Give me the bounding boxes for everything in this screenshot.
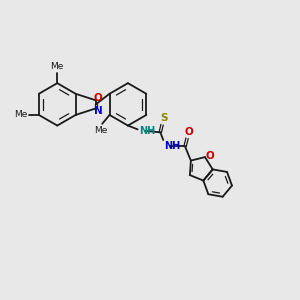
Text: N: N <box>94 106 103 116</box>
Text: NH: NH <box>139 126 155 136</box>
Text: Me: Me <box>94 126 108 135</box>
Text: O: O <box>205 151 214 160</box>
Text: Me: Me <box>51 62 64 71</box>
Text: Me: Me <box>14 110 28 119</box>
Text: S: S <box>160 113 168 123</box>
Text: O: O <box>184 127 193 137</box>
Text: O: O <box>94 93 103 103</box>
Text: NH: NH <box>164 142 180 152</box>
